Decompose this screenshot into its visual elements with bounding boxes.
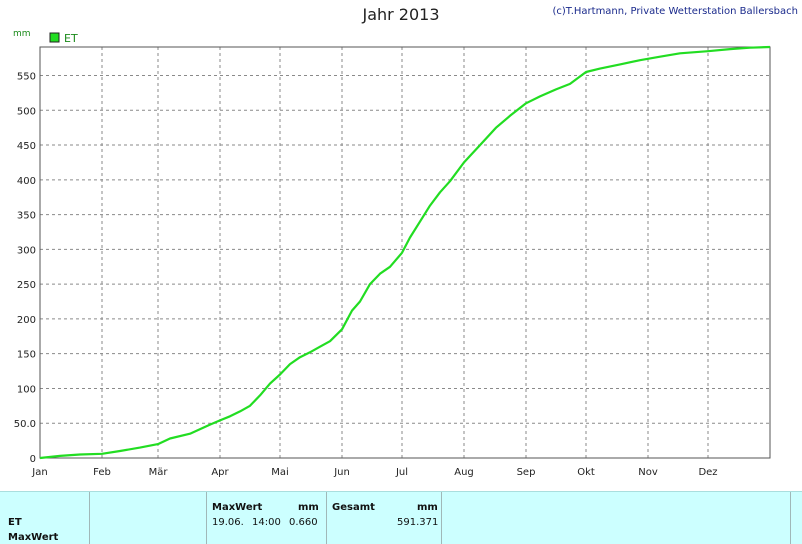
series-line-et bbox=[39, 45, 771, 460]
y-tick-label: 550 bbox=[17, 72, 36, 83]
x-tick-label: Aug bbox=[454, 467, 474, 478]
y-tick-label: 450 bbox=[17, 141, 36, 152]
legend-label-et: ET bbox=[64, 32, 78, 45]
x-tick-label: Nov bbox=[638, 467, 658, 478]
x-tick-label: Mär bbox=[149, 467, 169, 478]
y-tick-label: 300 bbox=[17, 245, 36, 256]
gesamt-value: 591.371 bbox=[397, 517, 439, 528]
y-tick-label: 150 bbox=[17, 350, 36, 361]
stats-divider bbox=[206, 492, 207, 544]
stats-divider bbox=[326, 492, 327, 544]
gesamt-unit: mm bbox=[417, 502, 438, 513]
chart: 0 50.0 100 150 200 250 300 350 400 450 500 550 Jan F… bbox=[13, 29, 771, 478]
x-tick-label: Jan bbox=[31, 467, 47, 478]
x-tick-label: Feb bbox=[93, 467, 111, 478]
stats-panel: MaxWert mm Gesamt mm ET 19.06. 14:00 0.6… bbox=[0, 491, 802, 544]
plot-frame bbox=[39, 46, 771, 459]
y-tick-label: 0 bbox=[30, 454, 36, 465]
chart-title: Jahr 2013 bbox=[362, 5, 440, 24]
x-tick-label: Apr bbox=[211, 467, 229, 478]
gesamt-header: Gesamt bbox=[332, 502, 375, 513]
x-tick-label: Jun bbox=[333, 467, 350, 478]
stats-divider bbox=[790, 492, 791, 544]
maxwert-value: 0.660 bbox=[289, 517, 318, 528]
x-axis: Jan Feb Mär Apr Mai Jun Jul Aug Sep Okt Nov Dez bbox=[31, 467, 717, 478]
stats-row-label-maxwert: MaxWert bbox=[8, 532, 59, 543]
y-tick-label: 500 bbox=[17, 106, 36, 117]
x-tick-label: Dez bbox=[698, 467, 717, 478]
copyright-text: (c)T.Hartmann, Private Wetterstation Bal… bbox=[552, 6, 798, 17]
stats-divider bbox=[89, 492, 90, 544]
y-tick-label: 200 bbox=[17, 315, 36, 326]
y-tick-label: 100 bbox=[17, 384, 36, 395]
x-tick-label: Jul bbox=[395, 467, 408, 478]
grid-layer bbox=[40, 47, 770, 458]
stats-divider bbox=[441, 492, 442, 544]
y-axis-unit-label: mm bbox=[13, 29, 31, 39]
y-tick-label: 400 bbox=[17, 176, 36, 187]
legend-swatch-et bbox=[49, 32, 60, 43]
maxwert-unit: mm bbox=[298, 502, 319, 513]
y-tick-label: 50.0 bbox=[14, 419, 36, 430]
y-tick-label: 250 bbox=[17, 280, 36, 291]
maxwert-time: 14:00 bbox=[252, 517, 281, 528]
maxwert-date: 19.06. bbox=[212, 517, 244, 528]
x-tick-label: Sep bbox=[517, 467, 536, 478]
x-tick-label: Okt bbox=[577, 467, 595, 478]
x-tick-label: Mai bbox=[271, 467, 289, 478]
y-axis: 0 50.0 100 150 200 250 300 350 400 450 500 550 bbox=[14, 72, 36, 465]
maxwert-header: MaxWert bbox=[212, 502, 263, 513]
stats-row-label-et: ET bbox=[8, 517, 22, 528]
y-tick-label: 350 bbox=[17, 211, 36, 222]
